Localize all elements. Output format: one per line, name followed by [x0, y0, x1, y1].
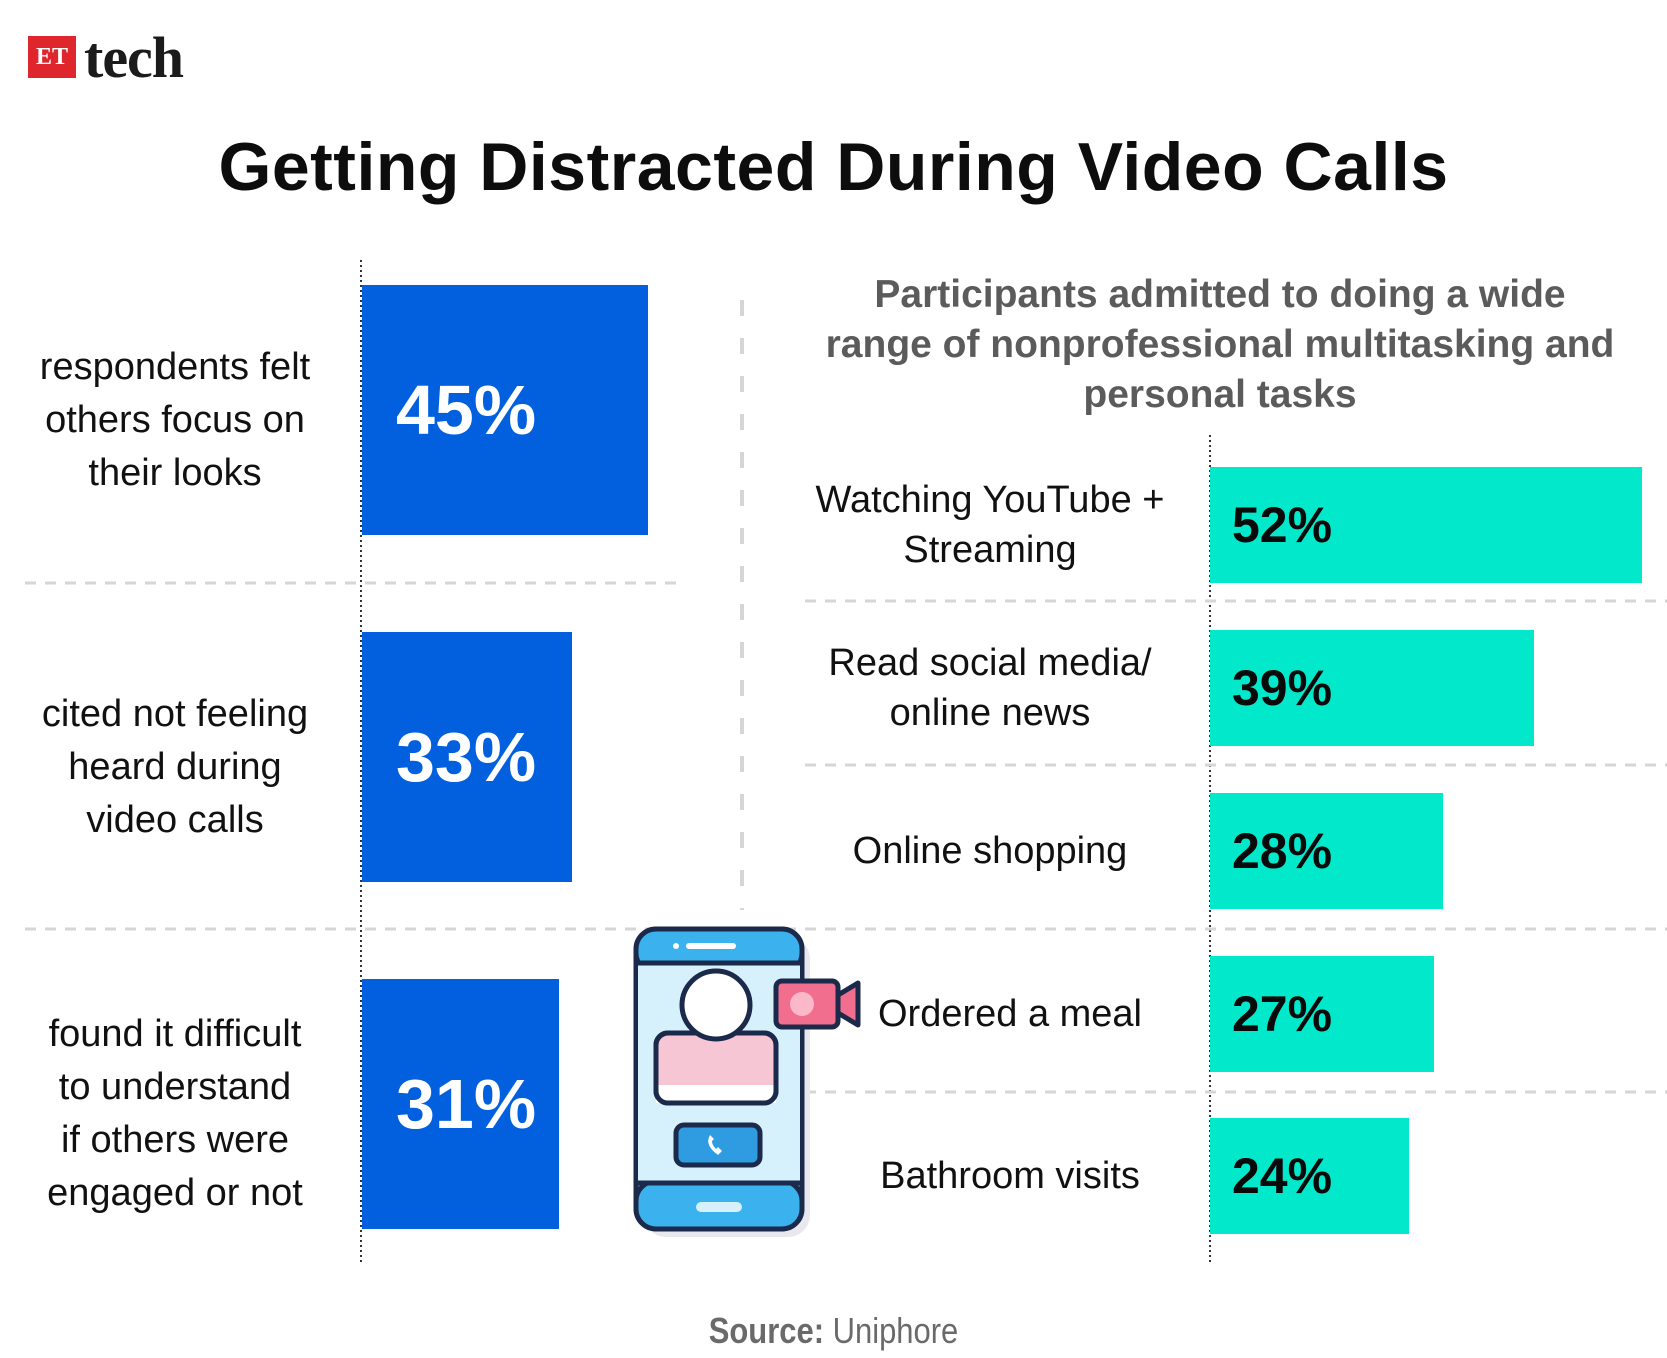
bar-value-label-4: 27%	[1232, 986, 1333, 1042]
bar-value-label-3: 31%	[396, 1065, 537, 1143]
category-label-4: Ordered a meal	[820, 989, 1200, 1039]
label-line: Streaming	[903, 529, 1077, 571]
label-line: online news	[889, 692, 1091, 734]
category-label-5: Bathroom visits	[820, 1151, 1200, 1201]
label-line: Read social media/	[828, 642, 1152, 684]
source-name: Uniphore	[824, 1310, 959, 1351]
label-line: engaged or not	[47, 1172, 303, 1214]
category-label-3: Online shopping	[790, 826, 1190, 876]
label-line: Ordered a meal	[877, 993, 1142, 1035]
subtitle-line: personal tasks	[1083, 373, 1357, 416]
bar-4	[1210, 956, 1434, 1072]
logo-et-box: ET	[28, 36, 76, 78]
bar-1	[1210, 467, 1642, 583]
bar-value-label-1: 52%	[1232, 497, 1333, 553]
label-line: to understand	[58, 1066, 292, 1108]
label-line: video calls	[86, 798, 264, 841]
source-label: Source:	[708, 1310, 825, 1351]
label-line: if others were	[60, 1119, 290, 1161]
bar-value-label-2: 33%	[396, 718, 537, 796]
category-label-3: found it difficult to understand if others…	[10, 1008, 340, 1220]
bar-value-label-5: 24%	[1232, 1148, 1333, 1204]
subtitle-line: Participants admitted to doing a wide	[874, 273, 1566, 316]
bar-value-label-3: 28%	[1232, 823, 1333, 879]
chart-title: Getting Distracted During Video Calls	[218, 129, 1449, 205]
label-line: respondents felt	[39, 345, 311, 388]
label-line: found it difficult	[48, 1013, 302, 1055]
bar-1	[362, 285, 648, 535]
source-note: Source: Uniphore	[117, 1310, 1551, 1352]
label-line: Bathroom visits	[880, 1155, 1140, 1197]
bar-2	[1210, 630, 1534, 746]
bar-2	[362, 632, 572, 882]
bar-value-label-1: 45%	[396, 371, 537, 449]
label-line: cited not feeling	[41, 692, 309, 735]
video-call-phone-icon	[633, 926, 861, 1237]
bar-value-label-2: 39%	[1232, 660, 1333, 716]
subtitle-line: range of nonprofessional multitasking an…	[825, 323, 1615, 366]
category-label-1: Watching YouTube + Streaming	[790, 475, 1190, 575]
bar-3	[1210, 793, 1443, 909]
label-line: others focus on	[45, 398, 305, 441]
logo-tech-text: tech	[84, 25, 184, 90]
category-label-2: cited not feeling heard during video calls	[10, 688, 340, 847]
category-label-2: Read social media/online news	[790, 638, 1190, 738]
category-label-1: respondents felt others focus on their loo…	[10, 341, 340, 500]
label-line: heard during	[68, 745, 282, 788]
bar-5	[1210, 1118, 1409, 1234]
bar-3	[362, 979, 559, 1229]
label-line: Watching YouTube +	[815, 479, 1165, 521]
label-line: Online shopping	[852, 830, 1128, 872]
label-line: their looks	[88, 451, 262, 494]
right-chart-subtitle: Participants admitted to doing a wide ra…	[780, 270, 1660, 420]
